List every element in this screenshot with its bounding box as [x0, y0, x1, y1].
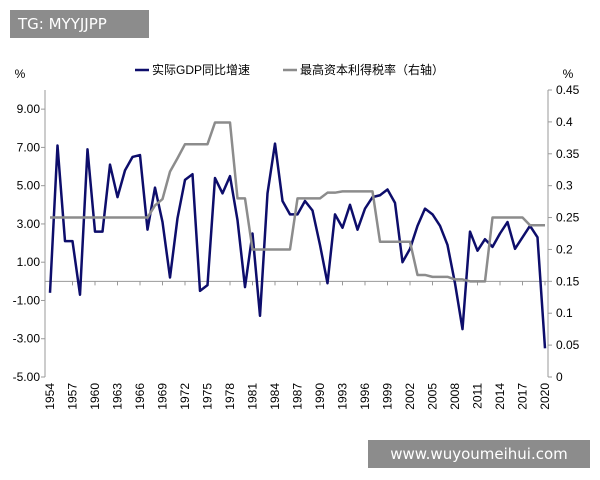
right-tick-label: 0.2 [556, 242, 573, 256]
watermark-top: TG: MYYJJPP [10, 10, 149, 38]
x-tick-label: 1990 [313, 383, 327, 410]
x-tick-label: 1987 [291, 383, 305, 410]
left-tick-label: -3.00 [13, 332, 41, 346]
legend-label-0: 实际GDP同比增速 [152, 62, 250, 77]
x-tick-label: 2005 [426, 383, 440, 410]
x-tick-label: 1984 [268, 383, 282, 410]
x-tick-label: 2011 [471, 383, 485, 409]
x-tick-label: 1954 [43, 383, 57, 410]
x-tick-label: 2014 [493, 383, 507, 410]
left-tick-label: 7.00 [17, 140, 41, 154]
right-tick-label: 0.05 [556, 338, 580, 352]
x-tick-label: 1969 [156, 383, 170, 410]
x-tick-label: 1978 [223, 383, 237, 410]
watermark-bottom: www.wuyoumeihui.com [368, 440, 590, 468]
x-tick-label: 1966 [133, 383, 147, 410]
x-tick-label: 2008 [448, 383, 462, 410]
x-tick-label: 1960 [88, 383, 102, 410]
series-line-1 [50, 121, 545, 283]
left-tick-label: 1.00 [17, 255, 41, 269]
x-tick-label: 1957 [66, 383, 80, 410]
right-tick-label: 0.45 [556, 83, 580, 97]
right-tick-label: 0.25 [556, 211, 580, 225]
right-tick-label: 0 [556, 370, 563, 384]
x-tick-label: 1981 [246, 383, 260, 410]
x-tick-label: 1972 [178, 383, 192, 410]
x-tick-label: 1996 [358, 383, 372, 410]
x-tick-label: 2020 [538, 383, 552, 410]
x-tick-label: 2017 [516, 383, 530, 410]
x-tick-label: 1963 [111, 383, 125, 410]
left-tick-label: -1.00 [13, 293, 41, 307]
right-tick-label: 0.1 [556, 306, 573, 320]
left-unit-label: % [15, 67, 26, 81]
left-tick-label: 9.00 [17, 102, 41, 116]
left-tick-label: 3.00 [17, 217, 41, 231]
left-tick-label: 5.00 [17, 179, 41, 193]
legend-label-1: 最高资本利得税率（右轴） [300, 62, 444, 77]
x-tick-label: 1999 [381, 383, 395, 410]
series-line-0 [48, 142, 547, 349]
left-tick-label: -5.00 [13, 370, 41, 384]
x-tick-label: 1993 [336, 383, 350, 410]
right-tick-label: 0.35 [556, 147, 580, 161]
right-unit-label: % [563, 67, 574, 81]
right-tick-label: 0.3 [556, 179, 573, 193]
right-tick-label: 0.15 [556, 274, 580, 288]
x-tick-label: 1975 [201, 383, 215, 410]
right-tick-label: 0.4 [556, 115, 573, 129]
x-tick-label: 2002 [403, 383, 417, 410]
